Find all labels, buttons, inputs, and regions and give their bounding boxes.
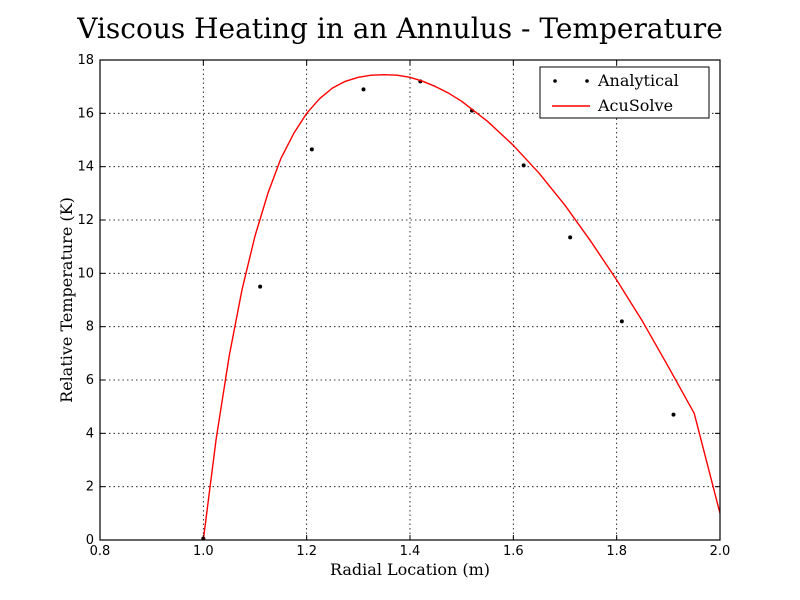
x-axis-label: Radial Location (m)	[330, 560, 490, 579]
data-point-analytical	[671, 412, 676, 417]
plot-area	[201, 73, 721, 541]
y-tick-label: 14	[77, 160, 94, 175]
chart-title: Viscous Heating in an Annulus - Temperat…	[76, 12, 723, 45]
x-tick-label: 1.6	[503, 544, 524, 559]
y-axis-label: Relative Temperature (K)	[57, 197, 76, 403]
legend-box	[539, 66, 710, 119]
y-tick-label: 4	[86, 426, 94, 441]
legend: Analytical AcuSolve	[539, 66, 710, 119]
data-point-analytical	[309, 147, 314, 152]
y-tick-label: 6	[86, 373, 94, 388]
data-point-analytical	[521, 163, 526, 168]
y-tick-label: 18	[77, 53, 94, 68]
y-tick-label: 8	[86, 320, 94, 335]
series-line-acusolve	[202, 73, 721, 541]
x-tick-label: 1.2	[296, 544, 317, 559]
data-point-analytical	[619, 319, 624, 324]
y-tick-label: 12	[77, 213, 94, 228]
x-tick-label: 1.4	[400, 544, 421, 559]
x-tick-label: 1.8	[606, 544, 627, 559]
legend-analytical-marker-2	[585, 79, 589, 83]
x-tick-label: 0.8	[90, 544, 111, 559]
x-tick-label: 2.0	[710, 544, 731, 559]
y-tick-label: 16	[77, 106, 94, 121]
legend-acusolve-label: AcuSolve	[597, 96, 673, 115]
legend-analytical-label: Analytical	[597, 71, 679, 90]
data-point-analytical	[568, 235, 573, 240]
grid-lines	[100, 60, 720, 540]
legend-analytical-marker-1	[553, 79, 557, 83]
data-point-analytical	[258, 284, 263, 289]
y-tick-label: 2	[86, 480, 94, 495]
axis-ticks: 0.8 1.0 1.2 1.4 1.6 1.8 2.0 0 2 4 6 8 10 12 14 16 18	[77, 53, 730, 559]
x-tick-label: 1.0	[193, 544, 214, 559]
y-tick-label: 10	[77, 266, 94, 281]
data-point-analytical	[361, 87, 366, 92]
y-tick-label: 0	[86, 533, 94, 548]
